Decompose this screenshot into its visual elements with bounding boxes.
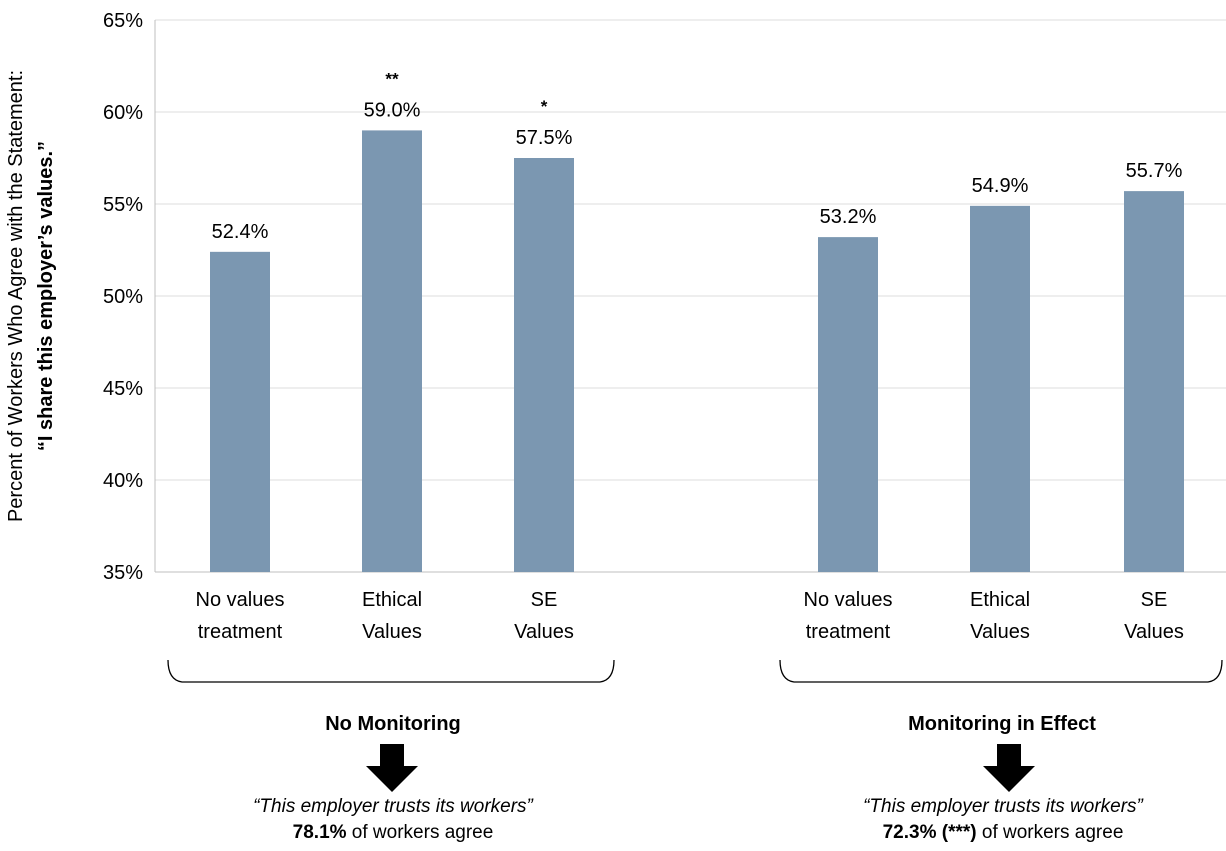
x-tick-label: Ethical xyxy=(970,589,1030,611)
x-tick-label: Values xyxy=(514,621,574,643)
bar xyxy=(210,251,270,572)
y-tick-label: 35% xyxy=(103,562,143,584)
x-tick-label: Values xyxy=(970,621,1030,643)
trust-quote: “This employer trusts its workers” xyxy=(863,796,1143,817)
trust-stat-text: of workers agree xyxy=(346,822,494,843)
y-axis-label: Percent of Workers Who Agree with the St… xyxy=(1,16,71,576)
down-arrow-icon xyxy=(366,744,418,792)
x-tick-label: Ethical xyxy=(362,589,422,611)
trust-quote: “This employer trusts its workers” xyxy=(253,796,533,817)
x-tick-label: SE xyxy=(1141,589,1168,611)
trust-stat-value: 72.3% (***) xyxy=(882,822,977,843)
x-tick-label: No values xyxy=(804,589,893,611)
bar xyxy=(362,130,422,572)
data-label: 55.7% xyxy=(1126,160,1183,182)
x-tick-label: SE xyxy=(531,589,558,611)
bar xyxy=(818,237,878,572)
group-label-no-monitoring: No Monitoring xyxy=(325,713,461,735)
trust-note-no-monitoring: “This employer trusts its workers” 78.1%… xyxy=(163,794,623,846)
y-tick-label: 60% xyxy=(103,102,143,124)
significance-stars: * xyxy=(541,97,548,116)
group-brace xyxy=(167,659,615,683)
data-label: 59.0% xyxy=(364,99,421,121)
y-tick-label: 50% xyxy=(103,286,143,308)
y-tick-label: 45% xyxy=(103,378,143,400)
y-tick-label: 55% xyxy=(103,194,143,216)
bar xyxy=(1124,191,1184,572)
group-label-monitoring: Monitoring in Effect xyxy=(908,713,1096,735)
significance-stars: ** xyxy=(385,69,399,88)
data-label: 54.9% xyxy=(972,175,1029,197)
y-axis-label-line2: “I share this employer’s values.” xyxy=(35,140,57,452)
trust-stat-value: 78.1% xyxy=(292,822,347,843)
trust-stat-text: of workers agree xyxy=(976,822,1124,843)
x-tick-label: treatment xyxy=(806,621,891,643)
data-label: 57.5% xyxy=(516,127,573,149)
y-axis-label-line1: Percent of Workers Who Agree with the St… xyxy=(5,69,27,523)
x-tick-label: No values xyxy=(196,589,285,611)
y-tick-label: 65% xyxy=(103,10,143,32)
x-tick-label: Values xyxy=(362,621,422,643)
data-label: 53.2% xyxy=(820,206,877,228)
y-tick-label: 40% xyxy=(103,470,143,492)
bar xyxy=(970,205,1030,572)
group-brace xyxy=(779,659,1223,683)
x-tick-label: Values xyxy=(1124,621,1184,643)
down-arrow-icon xyxy=(983,744,1035,792)
data-label: 52.4% xyxy=(212,221,269,243)
bar xyxy=(514,158,574,572)
x-tick-label: treatment xyxy=(198,621,283,643)
trust-note-monitoring: “This employer trusts its workers” 72.3%… xyxy=(773,794,1226,846)
